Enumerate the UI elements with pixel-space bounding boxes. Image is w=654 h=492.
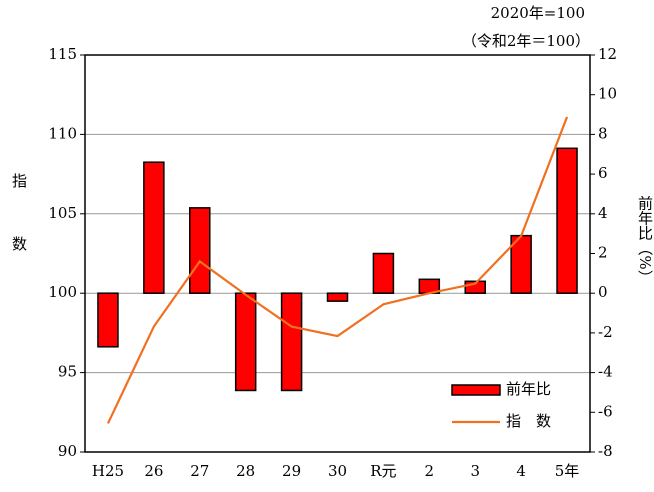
y-tick-label: 105	[48, 204, 77, 222]
note: 2020年=100	[491, 4, 585, 22]
y2-tick-label: 6	[598, 164, 608, 182]
x-tick-label: 30	[328, 462, 347, 480]
bar	[143, 161, 165, 294]
y2-tick-label: 0	[598, 283, 608, 301]
x-tick-label: 3	[470, 462, 480, 480]
y-tick-label: 110	[48, 124, 77, 142]
y2-tick-label: -8	[598, 442, 613, 460]
bar	[372, 252, 395, 294]
y2-tick-label: 12	[598, 45, 617, 63]
x-tick-label: 26	[144, 462, 163, 480]
legend-label: 指 数	[506, 412, 551, 430]
y-axis-label: 指数	[10, 173, 28, 299]
note: （令和2年＝100）	[462, 32, 590, 50]
bar	[280, 292, 303, 392]
legend-swatch	[451, 384, 501, 396]
y-tick-label: 90	[58, 442, 77, 460]
y2-tick-label: -2	[598, 323, 613, 341]
x-tick-label: 29	[282, 462, 301, 480]
y-tick-label: 100	[48, 283, 77, 301]
y2-tick-label: 4	[598, 204, 608, 222]
y2-tick-label: 10	[598, 85, 617, 103]
y2-tick-label: 8	[598, 124, 608, 142]
bar	[97, 292, 119, 348]
bar	[556, 147, 578, 294]
legend-label: 前年比	[506, 380, 551, 398]
x-tick-label: 28	[236, 462, 255, 480]
x-tick-label: 5年	[555, 462, 580, 480]
x-tick-label: 4	[516, 462, 526, 480]
plot-frame	[84, 54, 591, 453]
x-tick-label: 27	[190, 462, 209, 480]
y2-tick-label: -6	[598, 402, 613, 420]
y2-axis-label: 前年比（%）	[636, 195, 654, 284]
bar	[234, 292, 257, 392]
bar	[326, 292, 349, 302]
y2-tick-label: -4	[598, 363, 613, 381]
y2-tick-label: 2	[598, 244, 608, 262]
x-tick-label: H25	[92, 462, 124, 480]
x-tick-label: R元	[370, 462, 396, 480]
bar	[464, 280, 486, 294]
y-tick-label: 95	[58, 363, 77, 381]
y-tick-label: 115	[48, 45, 77, 63]
bar	[189, 207, 211, 294]
line	[106, 116, 569, 424]
x-tick-label: 2	[425, 462, 435, 480]
